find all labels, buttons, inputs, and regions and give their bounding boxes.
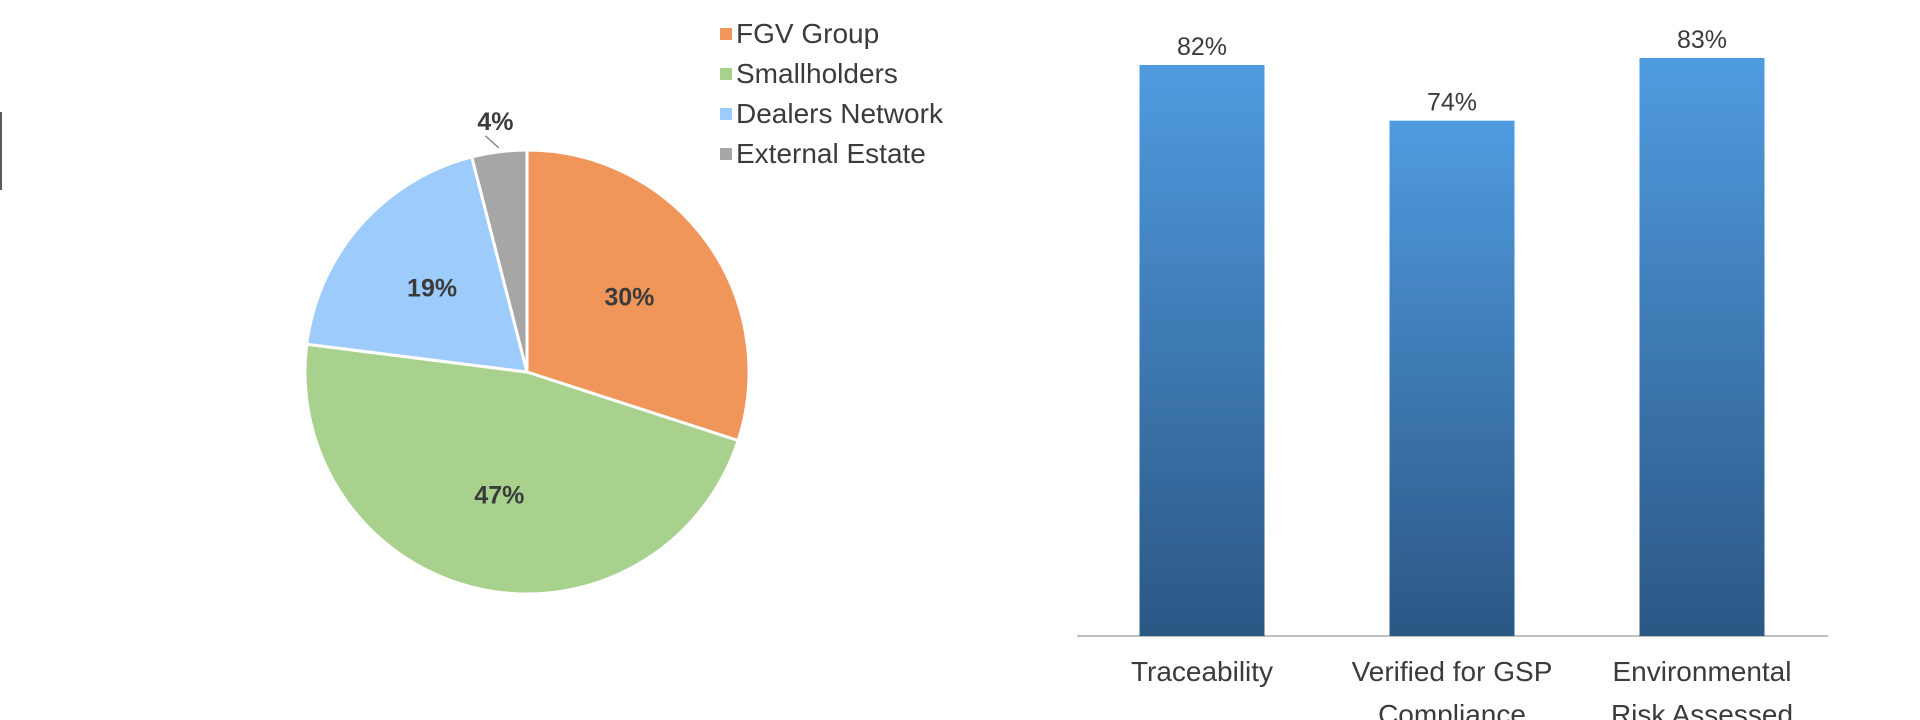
page-edge-line — [0, 112, 2, 190]
pie-chart: 30% 47% 19% 4% — [303, 108, 751, 596]
bar-tick-label-environmental-risk-assessed-line-1: Environmental — [1613, 656, 1792, 687]
pie-slice-external-estate — [469, 148, 529, 373]
pie-data-label-smallholders: 47% — [474, 481, 524, 509]
pie-leader-line-external-estate — [484, 135, 500, 149]
legend-swatch-smallholders — [720, 68, 732, 80]
bar-traceability — [1139, 64, 1265, 636]
bar-tick-label-verified-for-gsp-compliance-line-2: Compliance — [1378, 699, 1526, 720]
bar-data-label-verified-for-gsp-compliance: 74% — [1427, 89, 1477, 117]
pie-data-label-fgv-group: 30% — [604, 284, 654, 312]
bar-tick-label-traceability-line-1: Traceability — [1131, 656, 1273, 687]
bar-tick-label-verified-for-gsp-compliance-line-1: Verified for GSP — [1352, 656, 1553, 687]
pie-data-label-dealers-network: 19% — [407, 274, 457, 302]
pie-slice-fgv-group — [525, 148, 751, 443]
legend-swatch-external-estate — [720, 148, 732, 160]
bar-data-label-environmental-risk-assessed: 83% — [1677, 26, 1727, 54]
legend-label-fgv-group: FGV Group — [736, 18, 880, 49]
legend-label-external-estate: External Estate — [736, 138, 926, 169]
bar-tick-label-environmental-risk-assessed-line-2: Risk Assessed — [1611, 699, 1793, 720]
bar-chart: 82% Traceability 74% Verified for GSP Compli… — [1077, 26, 1828, 720]
bar-data-label-traceability: 82% — [1177, 33, 1227, 61]
pie-data-label-external-estate: 4% — [477, 108, 513, 136]
legend-item-smallholders: Smallholders — [720, 54, 943, 94]
pie-slice-smallholders — [303, 342, 741, 596]
bar-environmental-risk-assessed — [1639, 58, 1765, 636]
legend-swatch-dealers-network — [720, 108, 732, 120]
legend-label-smallholders: Smallholders — [736, 58, 898, 89]
legend-label-dealers-network: Dealers Network — [736, 98, 943, 129]
legend-item-fgv-group: FGV Group — [720, 14, 943, 54]
legend-item-external-estate: External Estate — [720, 134, 943, 174]
legend-item-dealers-network: Dealers Network — [720, 94, 943, 134]
pie-slice-dealers-network — [305, 155, 530, 374]
pie-legend: FGV Group Smallholders Dealers Network E… — [720, 14, 943, 174]
legend-swatch-fgv-group — [720, 28, 732, 40]
bar-verified-for-gsp-compliance — [1389, 120, 1515, 637]
